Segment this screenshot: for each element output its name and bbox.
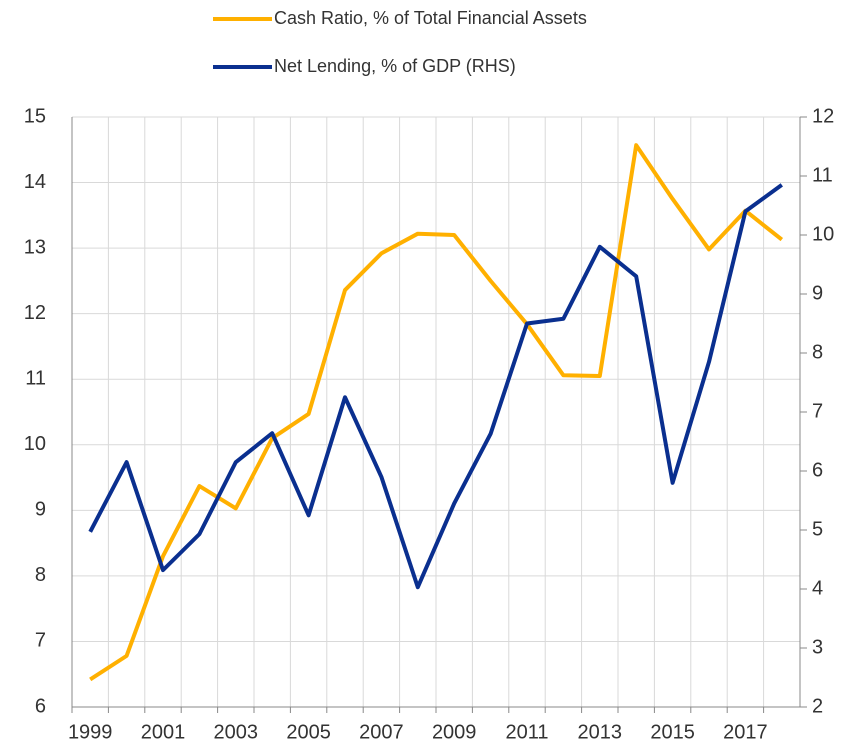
- y-tick-label: 12: [24, 302, 46, 324]
- x-tick-label: 2009: [432, 721, 477, 743]
- y-tick-label: 9: [35, 499, 46, 521]
- x-tick-label: 2003: [214, 721, 259, 743]
- x-tick-label: 2013: [578, 721, 623, 743]
- x-tick-label: 1999: [68, 721, 113, 743]
- legend: Cash Ratio, % of Total Financial Assets N…: [213, 8, 587, 76]
- y-tick-label: 14: [24, 171, 46, 193]
- legend-label: Net Lending, % of GDP (RHS): [274, 56, 516, 76]
- y2-tick-label: 10: [812, 223, 834, 245]
- y2-tick-label: 12: [812, 105, 834, 127]
- legend-label: Cash Ratio, % of Total Financial Assets: [274, 8, 587, 28]
- y2-tick-label: 9: [812, 282, 823, 304]
- x-tick-label: 2001: [141, 721, 186, 743]
- x-tick-label: 2015: [650, 721, 695, 743]
- y2-tick-label: 6: [812, 459, 823, 481]
- y-tick-label: 10: [24, 433, 46, 455]
- y-tick-label: 6: [35, 695, 46, 717]
- y2-tick-label: 11: [812, 164, 833, 186]
- y2-tick-label: 8: [812, 341, 823, 363]
- y2-tick-label: 2: [812, 695, 823, 717]
- y2-tick-label: 3: [812, 636, 823, 658]
- y-tick-label: 7: [35, 630, 46, 652]
- series-line: [89, 143, 784, 682]
- y-tick-label: 15: [24, 105, 46, 127]
- series-line: [88, 183, 783, 590]
- y2-tick-label: 5: [812, 518, 823, 540]
- x-tick-label: 2017: [723, 721, 768, 743]
- y-tick-label: 11: [25, 368, 46, 390]
- x-tick-label: 2007: [359, 721, 404, 743]
- y2-tick-label: 7: [812, 400, 823, 422]
- x-tick-label: 2005: [286, 721, 331, 743]
- y-tick-label: 13: [24, 236, 46, 258]
- y-tick-label: 8: [35, 564, 46, 586]
- x-tick-label: 2011: [505, 721, 548, 743]
- y2-tick-label: 4: [812, 577, 823, 599]
